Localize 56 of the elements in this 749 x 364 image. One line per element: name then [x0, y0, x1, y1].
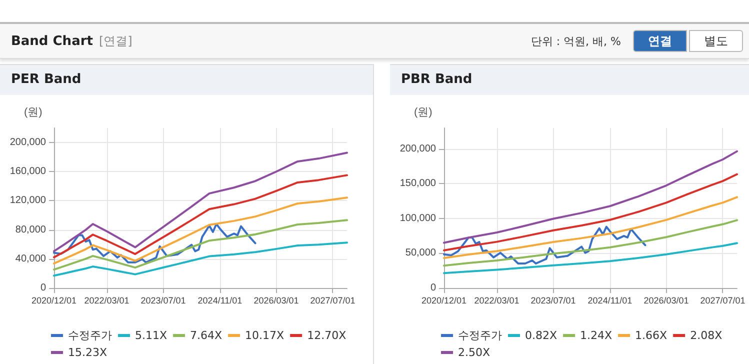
line-series — [443, 196, 738, 259]
y-axis-title: (원) — [24, 106, 42, 118]
legend-label: 1.66X — [635, 329, 668, 342]
legend-label: 1.24X — [580, 329, 613, 342]
y-tick-label: 50,000 — [405, 248, 436, 259]
text: 단위 : 억원, 배, % — [530, 34, 621, 49]
x-tick-label: 2022/03/01 — [474, 296, 520, 306]
text: [연결] — [98, 34, 132, 48]
y-tick-label: 200,000 — [10, 137, 46, 148]
line-series — [53, 196, 348, 264]
line-series — [443, 150, 738, 244]
line-series — [53, 242, 348, 277]
line-series — [53, 219, 348, 271]
legend-label: 수정주가 — [68, 329, 112, 342]
chart-title: PBR Band — [390, 64, 749, 95]
x-tick-label: 2023/07/01 — [530, 296, 576, 306]
line-series — [53, 174, 348, 258]
y-tick-label: 40,000 — [15, 253, 46, 264]
x-tick-label: 2027/07/01 — [700, 296, 746, 306]
legend-label: 12.70X — [307, 329, 347, 342]
legend-label: 10.17X — [245, 329, 285, 342]
x-tick-label: 2020/12/01 — [421, 296, 467, 306]
legend-label: 7.64X — [190, 329, 223, 342]
y-tick-label: 100,000 — [400, 212, 436, 224]
text: 별도 — [689, 30, 743, 52]
y-tick-label: 150,000 — [400, 178, 436, 190]
y-tick-label: 80,000 — [15, 224, 46, 236]
chart-title: PER Band — [0, 64, 373, 95]
legend-label: 2.08X — [690, 329, 723, 342]
line-series — [443, 242, 738, 274]
y-tick-label: 0 — [430, 282, 436, 294]
y-axis-title: (원) — [414, 106, 432, 118]
line-series — [53, 223, 256, 264]
legend-label: 0.82X — [525, 329, 558, 342]
x-tick-label: 2020/12/01 — [31, 296, 77, 306]
x-tick-label: 2024/11/01 — [198, 296, 242, 306]
x-tick-label: 2026/03/01 — [254, 296, 299, 306]
line-series — [53, 152, 348, 252]
legend-label: 2.50X — [458, 346, 490, 359]
y-tick-label: 0 — [40, 282, 46, 294]
x-tick-label: 2026/03/01 — [644, 296, 689, 306]
x-tick-label: 2022/03/01 — [84, 296, 130, 306]
y-tick-label: 200,000 — [400, 143, 436, 154]
y-tick-label: 160,000 — [10, 166, 46, 178]
line-series — [443, 226, 646, 265]
line-series — [443, 173, 738, 252]
legend-label: 15.23X — [68, 346, 108, 359]
legend-label: 5.11X — [135, 329, 168, 342]
y-tick-label: 120,000 — [10, 195, 46, 206]
line-series — [443, 219, 738, 267]
legend-label: 수정주가 — [458, 329, 502, 342]
text: Band Chart — [11, 34, 93, 49]
x-tick-label: 2024/11/01 — [588, 296, 632, 306]
x-tick-label: 2027/07/01 — [310, 296, 356, 306]
x-tick-label: 2023/07/01 — [140, 296, 186, 306]
text: 연결 — [633, 30, 687, 52]
